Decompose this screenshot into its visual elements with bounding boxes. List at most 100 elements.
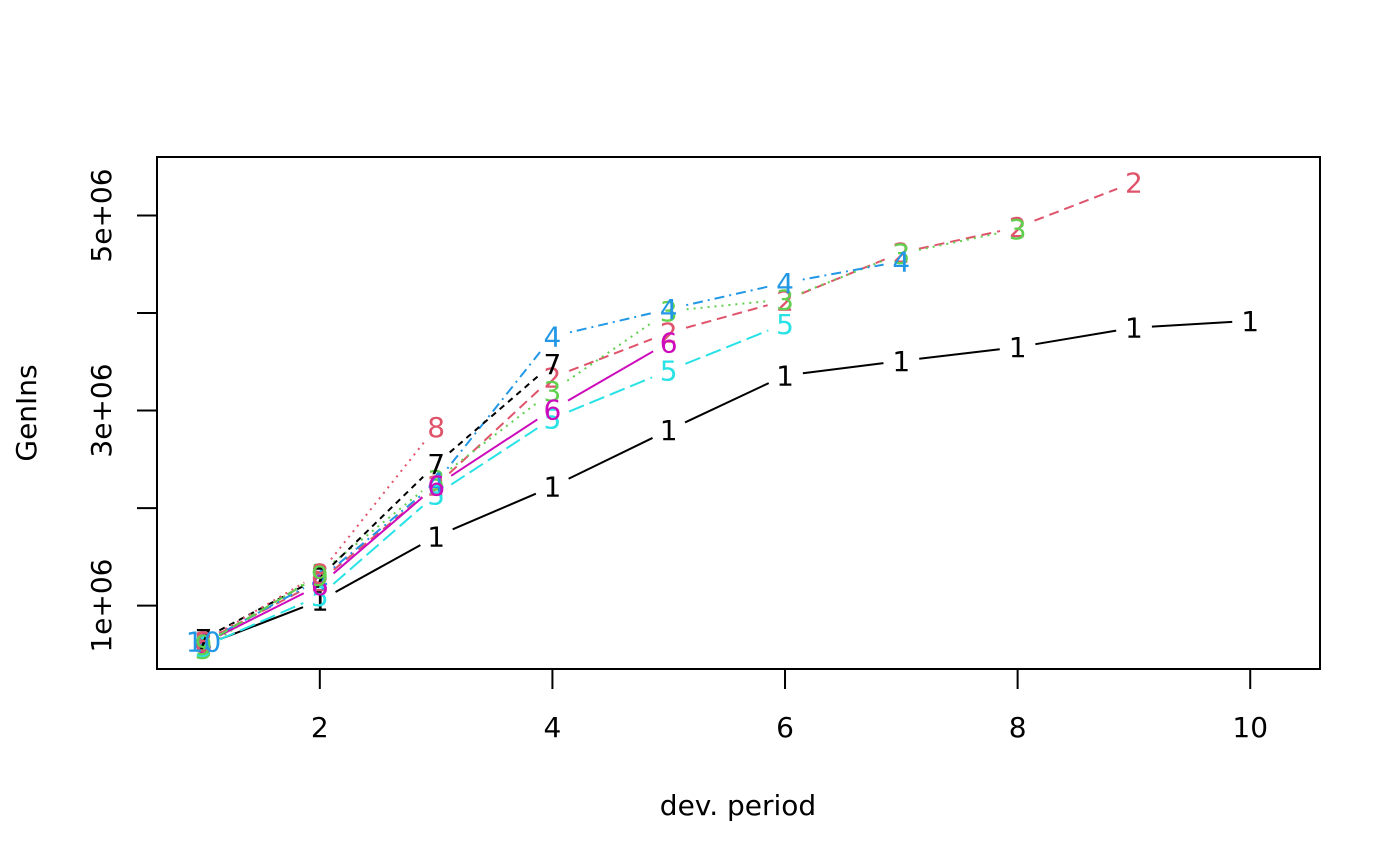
series-line-segment — [685, 329, 769, 365]
series-line-segment — [449, 374, 540, 454]
series-line-segment — [218, 581, 305, 634]
point-label: 8 — [195, 626, 213, 659]
point-label: 1 — [776, 359, 794, 392]
point-label: 6 — [427, 470, 445, 503]
series-line-segment — [450, 427, 538, 486]
point-label: 6 — [544, 394, 562, 427]
point-label: 7 — [311, 561, 329, 594]
point-label: 5 — [660, 355, 678, 388]
series-line-segment — [568, 437, 653, 480]
point-label: 2 — [1009, 211, 1027, 244]
series-line-segment — [450, 418, 538, 477]
plot-frame — [156, 156, 1321, 670]
series-7: 7 7 7 7 — [195, 348, 562, 656]
point-label: 2 — [195, 626, 213, 659]
series-line-segment — [568, 376, 653, 413]
point-label: 3 — [1009, 213, 1027, 246]
series-line-segment — [332, 496, 424, 575]
series-line-segment — [918, 230, 1001, 250]
series-line-segment — [1034, 187, 1118, 222]
series-line-segment — [569, 312, 652, 334]
point-label: 3 — [892, 238, 910, 271]
point-label: 5 — [427, 478, 445, 511]
series-4: 4 4 4 4 4 4 4 — [195, 245, 911, 659]
series-line-segment — [685, 304, 768, 329]
series-line-segment — [686, 285, 768, 307]
point-label: 6 — [311, 569, 329, 602]
series-1: 1 1 1 1 1 1 1 1 1 1 — [195, 305, 1260, 663]
point-label: 1 — [660, 414, 678, 447]
point-label: 1 — [1125, 312, 1143, 345]
series-line-segment — [219, 592, 305, 637]
series-line-segment — [335, 544, 421, 593]
x-tick-label: 2 — [311, 711, 329, 744]
point-label: 2 — [311, 565, 329, 598]
series-line-segment — [333, 490, 423, 563]
point-label: 1 — [892, 345, 910, 378]
point-label: 2 — [427, 470, 445, 503]
point-label: 2 — [1125, 166, 1143, 199]
point-label: 3 — [776, 283, 794, 316]
point-label: 8 — [427, 411, 445, 444]
point-label: 1 — [1241, 305, 1259, 338]
point-label: 9 — [195, 629, 213, 662]
point-label: 5 — [544, 402, 562, 435]
point-label: 6 — [660, 326, 678, 359]
point-label: 6 — [195, 628, 213, 661]
x-tick-label: 10 — [1232, 711, 1268, 744]
series-line-segment — [448, 388, 540, 475]
point-label: 1 — [427, 520, 445, 553]
point-label: 4 — [892, 245, 910, 278]
series-line-segment — [452, 492, 537, 531]
point-label: 2 — [660, 317, 678, 350]
series-5: 5 5 5 5 5 5 — [195, 308, 794, 664]
point-label: 1 — [544, 471, 562, 504]
point-label: 4 — [311, 563, 329, 596]
x-tick-label: 8 — [1009, 711, 1027, 744]
point-label: 5 — [195, 631, 213, 664]
x-axis-label: dev. period — [660, 789, 816, 822]
point-label: 1 — [311, 585, 329, 618]
series-line-segment — [1151, 320, 1233, 328]
point-label: 3 — [311, 557, 329, 590]
point-label: 2 — [892, 237, 910, 270]
point-label: 3 — [544, 375, 562, 408]
point-label: 8 — [311, 557, 329, 590]
series-line-segment — [919, 348, 1000, 360]
point-label: 3 — [660, 295, 678, 328]
series-6: 6 6 6 6 6 — [195, 326, 678, 660]
series-line-segment — [1035, 329, 1117, 346]
y-tick-label: 3e+06 — [85, 363, 118, 457]
series-line-segment — [918, 231, 1001, 251]
series-line-segment — [332, 505, 424, 585]
point-label: 9 — [311, 559, 329, 592]
series-line-segment — [684, 382, 770, 424]
x-tick-label: 6 — [776, 711, 794, 744]
point-label: 2 — [544, 361, 562, 394]
series-line-segment — [801, 259, 885, 294]
series-3: 3 3 3 3 3 3 3 3 — [195, 213, 1027, 665]
series-line-segment — [567, 350, 654, 402]
series-8: 8 8 8 — [195, 411, 445, 659]
point-label: 4 — [660, 293, 678, 326]
series-9: 99 — [195, 559, 329, 661]
series-line-segment — [568, 338, 653, 372]
y-tick-label: 1e+06 — [85, 559, 118, 653]
point-label: 10 — [186, 626, 222, 659]
series-10: 10 — [186, 626, 222, 659]
point-label: 3 — [427, 464, 445, 497]
point-label: 4 — [195, 627, 213, 660]
series-line-segment — [802, 362, 884, 375]
point-label: 7 — [427, 448, 445, 481]
point-label: 7 — [195, 623, 213, 656]
series-line-segment — [446, 349, 543, 470]
point-label: 4 — [427, 467, 445, 500]
series-line-segment — [219, 602, 304, 641]
x-axis: 2 4 6 8 10 — [311, 668, 1268, 744]
x-tick-label: 4 — [544, 711, 562, 744]
series-2: 2 2 2 2 2 2 2 2 2 — [195, 166, 1143, 658]
point-label: 7 — [544, 348, 562, 381]
point-label: 2 — [776, 284, 794, 317]
